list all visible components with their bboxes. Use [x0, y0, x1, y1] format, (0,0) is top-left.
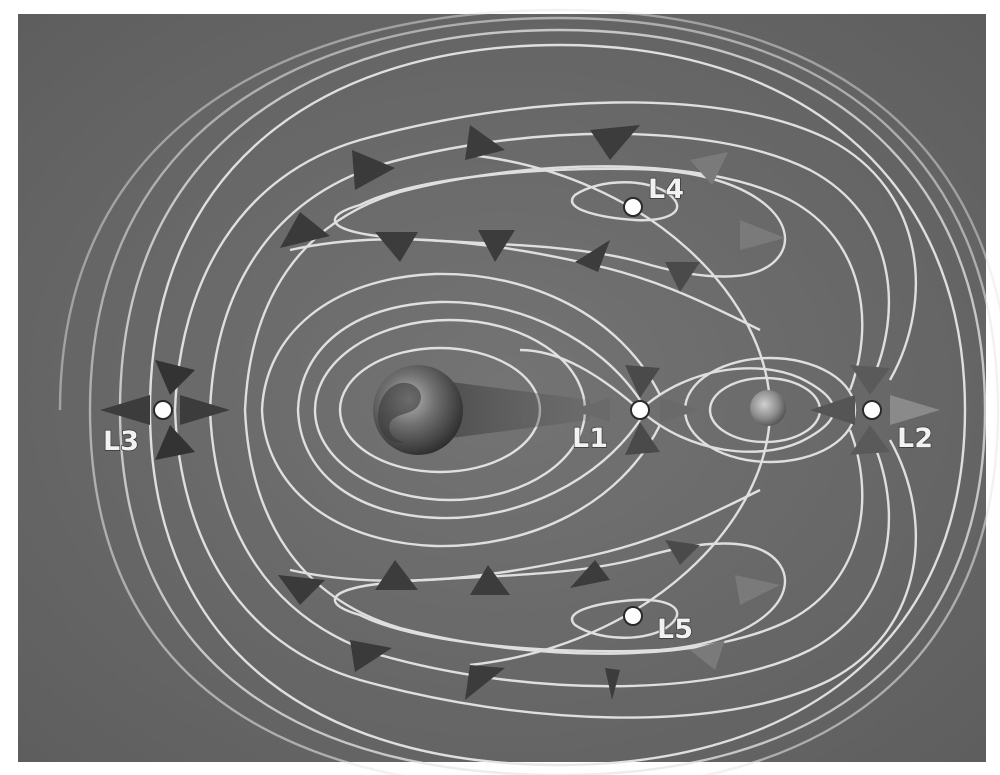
arrow-l3-left [100, 395, 150, 425]
arrow-l3-down [155, 425, 195, 460]
point-l1-label: L1 [572, 423, 608, 454]
diagram-background [18, 14, 986, 762]
lagrange-points [153, 197, 882, 626]
arrow-upper-5 [478, 230, 515, 262]
arrow-lower-8 [690, 640, 725, 670]
point-l1-marker [630, 400, 650, 420]
arrow-l3-up [155, 360, 195, 395]
arrow-lower-6 [570, 560, 610, 588]
point-l2-label: L2 [897, 423, 933, 454]
point-l2-marker [862, 400, 882, 420]
contour-horseshoe-3 [243, 165, 864, 655]
flow-line-lower [289, 488, 761, 582]
arrow-lower-10 [665, 540, 700, 565]
arrow-lower-9 [735, 575, 780, 605]
arrow-lower-2 [350, 640, 392, 672]
arrow-upper-3 [465, 125, 505, 160]
point-l5-label: L5 [657, 614, 693, 645]
arrow-l2-up [850, 365, 890, 395]
arrow-lower-7 [605, 668, 620, 700]
arrow-lower-3 [465, 665, 505, 700]
arrow-upper-10 [665, 262, 700, 292]
earth-shadow-cone [420, 378, 590, 442]
arrow-l3-right [180, 395, 230, 425]
moon-body [750, 390, 786, 426]
arrow-l1-left [570, 398, 610, 422]
contour-figure-eight [519, 348, 835, 453]
arrow-upper-6 [575, 240, 610, 272]
point-l3-marker [153, 400, 173, 420]
arrow-upper-4 [375, 232, 418, 262]
contour-earth-4 [260, 272, 662, 548]
contour-earth-3 [296, 300, 641, 520]
arrow-lower-1 [278, 575, 325, 605]
point-l5-marker [623, 606, 643, 626]
point-l3-label: L3 [103, 426, 139, 457]
arrow-lower-4 [375, 560, 418, 590]
arrow-upper-1 [280, 212, 330, 248]
contour-outer-4 [58, 8, 1000, 411]
earth-continent-shape [377, 382, 421, 443]
arrow-l2-right [890, 395, 940, 425]
point-l4-label: L4 [648, 174, 684, 205]
arrow-upper-9 [740, 220, 785, 250]
arrow-upper-7 [590, 125, 640, 160]
arrow-upper-2 [352, 150, 395, 190]
contour-tadpole-l5-inner [571, 598, 679, 639]
contour-outer-3 [88, 16, 1000, 775]
arrow-l1-down [625, 422, 660, 455]
arrow-lower-5 [470, 565, 510, 595]
contour-tadpole-l4-inner [571, 181, 679, 222]
point-l4-marker [623, 197, 643, 217]
contour-outer-1 [148, 43, 967, 767]
arrow-l2-left [810, 395, 855, 425]
moon-icon [750, 390, 786, 426]
flow-line-upper [289, 238, 761, 332]
arrow-l2-down [850, 425, 890, 455]
arrow-l1-right [660, 398, 700, 422]
arrow-l1-up [625, 365, 660, 398]
earth-body [373, 365, 463, 455]
arrow-upper-8 [690, 152, 728, 185]
contour-outer-2 [118, 28, 987, 775]
contour-horseshoe-1 [173, 101, 917, 719]
flow-arrows [100, 125, 940, 700]
